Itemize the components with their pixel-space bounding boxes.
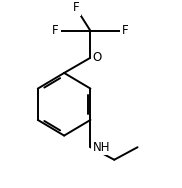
Text: F: F [52, 24, 59, 37]
Text: F: F [73, 1, 79, 14]
Text: O: O [93, 51, 102, 64]
Text: NH: NH [93, 141, 110, 154]
Text: F: F [121, 24, 128, 37]
